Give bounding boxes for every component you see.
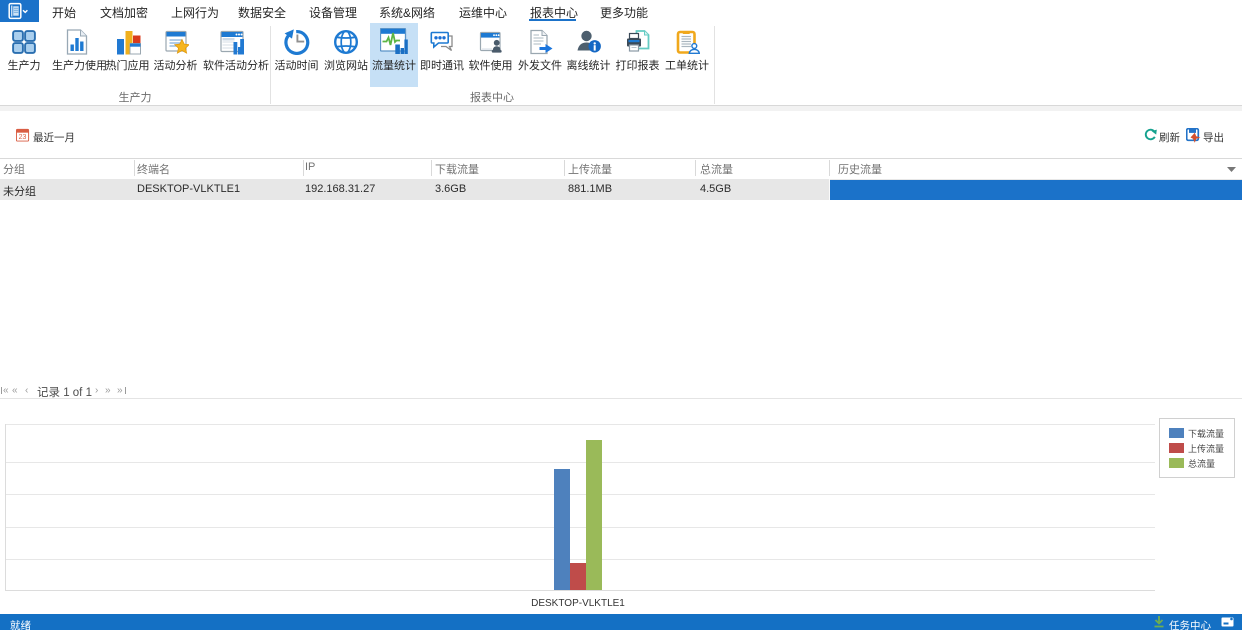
- svg-text:DESKTOP-VLKTLE1: DESKTOP-VLKTLE1: [531, 598, 625, 609]
- svg-text:总流量: 总流量: [1188, 458, 1215, 469]
- svg-text:上传流量: 上传流量: [1188, 443, 1224, 454]
- svg-text:下载流量: 下载流量: [1188, 428, 1224, 439]
- svg-text:23: 23: [19, 134, 27, 141]
